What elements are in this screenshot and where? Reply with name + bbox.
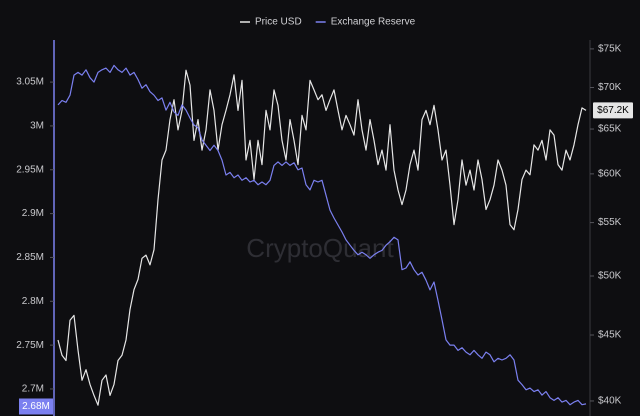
y-tick-label: 2.95M [16,164,44,175]
value-badge [593,102,633,119]
y2-tick-label: $40K [598,396,622,407]
value-badge-label: $67.2K [597,105,629,116]
y2-tick-label: $70K [598,82,622,93]
y-tick-label: 3M [30,121,44,132]
y-tick-label: 2.7M [22,384,44,395]
value-badge-label: 2.68M [22,401,50,412]
legend: Price USD Exchange Reserve [240,17,416,28]
watermark: CryptoQuant [246,233,394,263]
y2-tick-label: $75K [598,44,622,55]
y2-tick-label: $45K [598,330,622,341]
y-tick-label: 2.9M [22,208,44,219]
series-line [57,64,587,406]
y-tick-label: 2.85M [16,252,44,263]
legend-label: Exchange Reserve [331,17,416,28]
y2-tick-label: $50K [598,271,622,282]
y2-tick-label: $65K [598,124,622,135]
series-line [57,69,587,406]
y2-tick-label: $55K [598,217,622,228]
y-tick-label: 3.05M [16,77,44,88]
legend-label: Price USD [255,17,302,28]
y2-tick-label: $60K [598,169,622,180]
y-tick-label: 2.8M [22,296,44,307]
y-tick-label: 2.75M [16,340,44,351]
value-badge [19,398,53,415]
